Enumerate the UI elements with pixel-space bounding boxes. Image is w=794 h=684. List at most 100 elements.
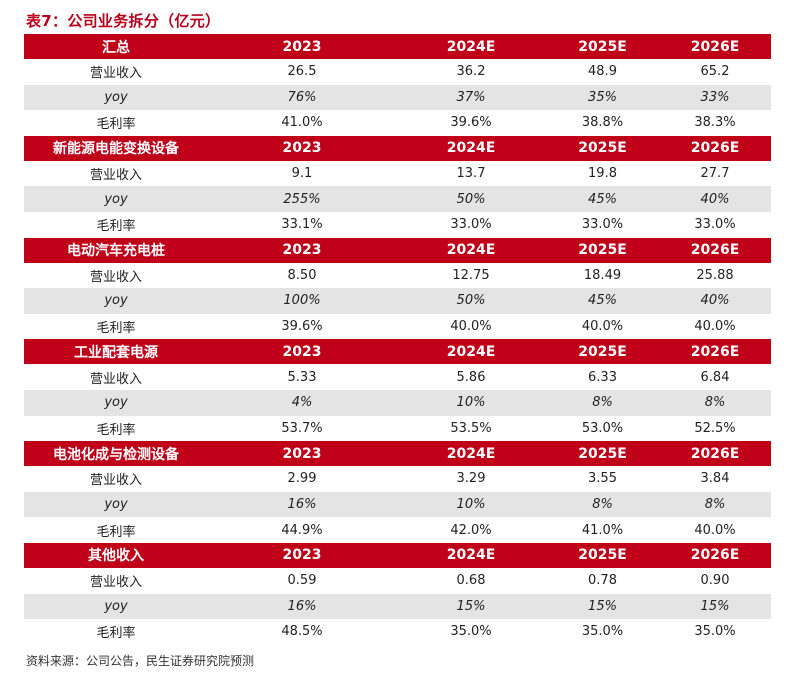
value-cell: 40.0% <box>694 319 736 335</box>
table-row: 营业收入 0.59 0.68 0.78 0.90 <box>24 568 771 594</box>
year-header: 2026E <box>690 242 740 259</box>
table-row: yoy 4% 10% 8% 8% <box>24 389 771 416</box>
value-cell: 10% <box>456 497 486 513</box>
value-cell: 8% <box>704 395 726 411</box>
table-row: yoy 16% 15% 15% 15% <box>24 593 771 620</box>
section-name: 新能源电能变换设备 <box>53 141 179 158</box>
section-header-row: 新能源电能变换设备 2023 2024E 2025E 2026E <box>24 135 771 161</box>
value-cell: 15% <box>700 598 730 614</box>
value-cell: 38.3% <box>694 115 736 131</box>
value-cell: 16% <box>287 598 317 614</box>
table-row: 营业收入 9.1 13.7 19.8 27.7 <box>24 161 771 187</box>
table-row: 毛利率 48.5% 35.0% 35.0% 35.0% <box>24 619 771 645</box>
value-cell: 45% <box>588 191 617 207</box>
year-header: 2026E <box>690 140 740 157</box>
section-name: 汇总 <box>102 39 130 56</box>
year-header: 2024E <box>446 38 496 55</box>
table-row: 毛利率 39.6% 40.0% 40.0% 40.0% <box>24 314 771 340</box>
value-cell: 33.0% <box>694 217 736 233</box>
year-header: 2024E <box>446 343 496 360</box>
value-cell: 5.33 <box>287 369 317 385</box>
value-cell: 42.0% <box>450 522 492 538</box>
value-cell: 3.29 <box>456 471 486 487</box>
year-header: 2024E <box>446 547 496 564</box>
value-cell: 50% <box>456 191 486 207</box>
value-cell: 255% <box>283 191 321 207</box>
year-header: 2025E <box>578 140 627 157</box>
value-cell: 41.0% <box>581 522 624 538</box>
value-cell: 26.5 <box>287 64 317 80</box>
section-name: 工业配套电源 <box>74 344 158 361</box>
value-cell: 13.7 <box>456 166 486 182</box>
value-cell: 16% <box>287 497 317 513</box>
section-header-row: 工业配套电源 2023 2024E 2025E 2026E <box>24 339 771 365</box>
value-cell: 18.49 <box>583 267 622 283</box>
table-row: 毛利率 53.7% 53.5% 53.0% 52.5% <box>24 416 771 442</box>
year-header: 2025E <box>578 343 627 360</box>
row-label: 毛利率 <box>96 524 136 540</box>
value-cell: 53.5% <box>450 420 492 436</box>
value-cell: 48.5% <box>281 624 323 640</box>
value-cell: 0.78 <box>588 573 617 589</box>
table-row: 毛利率 41.0% 39.6% 38.8% 38.3% <box>24 110 771 136</box>
row-label: yoy <box>104 598 128 614</box>
row-label: 毛利率 <box>96 626 136 642</box>
row-label: 营业收入 <box>89 269 142 285</box>
value-cell: 2.99 <box>287 471 317 487</box>
value-cell: 33.0% <box>581 217 624 233</box>
value-cell: 27.7 <box>700 166 730 182</box>
section-header-row: 其他收入 2023 2024E 2025E 2026E <box>24 542 771 568</box>
section-name: 电动汽车充电桩 <box>67 243 165 260</box>
table-row: 营业收入 8.50 12.75 18.49 25.88 <box>24 263 771 289</box>
value-cell: 0.68 <box>456 573 486 589</box>
value-cell: 4% <box>291 395 313 411</box>
year-header: 2023 <box>282 38 322 55</box>
year-header: 2023 <box>282 140 322 157</box>
table-title: 表7：公司业务拆分（亿元） <box>26 12 221 30</box>
value-cell: 5.86 <box>456 369 486 385</box>
value-cell: 52.5% <box>694 420 736 436</box>
table-row: 营业收入 26.5 36.2 48.9 65.2 <box>24 59 771 85</box>
source-note: 资料来源：公司公告，民生证券研究院预测 <box>26 654 255 668</box>
value-cell: 35% <box>588 89 617 105</box>
value-cell: 33% <box>700 89 730 105</box>
row-label: yoy <box>104 191 128 207</box>
value-cell: 15% <box>456 598 486 614</box>
section-header-row: 汇总 2023 2024E 2025E 2026E <box>24 34 771 59</box>
row-label: 营业收入 <box>89 473 142 489</box>
year-header: 2025E <box>578 242 627 259</box>
value-cell: 65.2 <box>700 64 730 80</box>
value-cell: 36.2 <box>456 64 486 80</box>
value-cell: 35.0% <box>581 624 624 640</box>
row-label: 营业收入 <box>89 168 142 184</box>
year-header: 2026E <box>690 445 740 462</box>
value-cell: 3.84 <box>700 471 730 487</box>
value-cell: 3.55 <box>588 471 617 487</box>
value-cell: 48.9 <box>588 64 617 80</box>
value-cell: 76% <box>287 89 317 105</box>
value-cell: 44.9% <box>281 522 323 538</box>
value-cell: 38.8% <box>581 115 624 131</box>
year-header: 2023 <box>282 445 322 462</box>
section-header-row: 电池化成与检测设备 2023 2024E 2025E 2026E <box>24 441 771 467</box>
value-cell: 6.33 <box>588 369 617 385</box>
year-header: 2026E <box>690 38 740 55</box>
value-cell: 35.0% <box>694 624 736 640</box>
value-cell: 40.0% <box>450 319 492 335</box>
year-header: 2026E <box>690 547 740 564</box>
value-cell: 39.6% <box>450 115 492 131</box>
year-header: 2024E <box>446 242 496 259</box>
row-label: yoy <box>104 89 128 105</box>
section-name: 其他收入 <box>88 548 144 565</box>
value-cell: 8.50 <box>287 267 317 283</box>
year-header: 2023 <box>282 547 322 564</box>
year-header: 2025E <box>578 38 627 55</box>
value-cell: 25.88 <box>696 267 734 283</box>
year-header: 2023 <box>282 343 322 360</box>
row-label: yoy <box>104 497 128 513</box>
value-cell: 45% <box>588 293 617 309</box>
row-label: 毛利率 <box>96 219 136 235</box>
value-cell: 33.0% <box>450 217 492 233</box>
section-header-row: 电动汽车充电桩 2023 2024E 2025E 2026E <box>24 237 771 263</box>
value-cell: 33.1% <box>281 217 323 233</box>
